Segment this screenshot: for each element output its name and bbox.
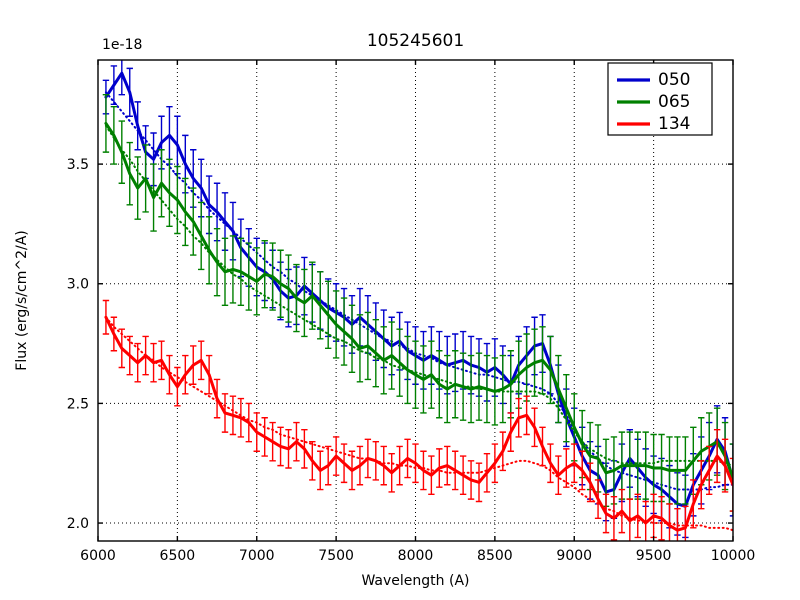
- x-tick-label: 8500: [477, 548, 513, 564]
- x-axis-label: Wavelength (A): [361, 573, 469, 589]
- x-tick-label: 7500: [318, 548, 354, 564]
- x-tick-label: 6500: [160, 548, 196, 564]
- y-axis-label: Flux (erg/s/cm^2/A): [14, 230, 30, 370]
- chart-title: 105245601: [367, 31, 464, 51]
- x-tick-label: 9500: [636, 548, 672, 564]
- legend-label-050: 050: [658, 70, 690, 90]
- x-tick-label: 6000: [80, 548, 116, 564]
- y-tick-label: 2.5: [67, 396, 89, 412]
- series-134: [102, 299, 733, 541]
- line-065: [104, 121, 733, 480]
- y-tick-label: 2.0: [67, 516, 89, 532]
- x-tick-label: 9000: [556, 548, 592, 564]
- x-tick-label: 8000: [398, 548, 434, 564]
- line-050: [104, 71, 733, 508]
- smooth-reference-050: [104, 91, 733, 491]
- y-tick-label: 3.5: [67, 157, 89, 173]
- data-layer: [102, 60, 733, 541]
- line-134: [104, 315, 733, 532]
- y-axis-offset-text: 1e-18: [102, 37, 142, 53]
- legend-label-065: 065: [658, 92, 690, 112]
- y-tick-label: 3.0: [67, 277, 89, 293]
- x-tick-label: 7000: [239, 548, 275, 564]
- x-tick-label: 10000: [711, 548, 756, 564]
- legend-label-134: 134: [658, 114, 690, 134]
